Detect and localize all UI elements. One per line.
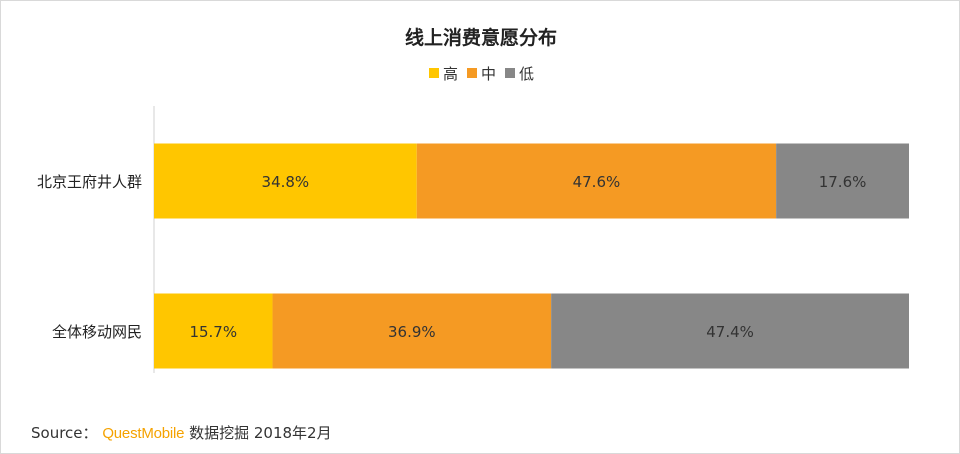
category-label-1: 全体移动网民	[52, 323, 142, 341]
bar-value-label-1-0: 15.7%	[189, 323, 237, 341]
legend-swatch-1	[467, 68, 477, 78]
legend-label-0: 高	[443, 65, 458, 83]
bar-value-label-1-2: 47.4%	[706, 323, 754, 341]
source-suffix: 数据挖掘 2018年2月	[189, 424, 332, 442]
legend-swatch-2	[505, 68, 515, 78]
bar-segment-1-0	[154, 293, 273, 369]
bars: 34.8% 47.6% 17.6% 15.7% 36.9% 47.4%	[154, 143, 909, 369]
category-label-0: 北京王府井人群	[37, 173, 142, 191]
bar-value-label-0-0: 34.8%	[262, 173, 310, 191]
legend-label-2: 低	[519, 65, 534, 83]
legend-label-1: 中	[481, 65, 496, 83]
source-note: Source： QuestMobile 数据挖掘 2018年2月	[31, 422, 332, 443]
bar-segment-0-0	[154, 143, 417, 219]
chart-title: 线上消费意愿分布	[405, 26, 557, 49]
bar-value-label-0-2: 17.6%	[819, 173, 867, 191]
bar-value-label-0-1: 47.6%	[573, 173, 621, 191]
source-brand: QuestMobile	[102, 425, 185, 442]
legend: 高中低	[429, 65, 534, 83]
source-prefix: Source：	[31, 424, 98, 442]
legend-swatch-0	[429, 68, 439, 78]
bar-segment-1-2	[551, 293, 909, 369]
bar-segment-1-1	[272, 293, 552, 369]
bar-segment-0-2	[776, 143, 909, 219]
bar-value-label-1-1: 36.9%	[388, 323, 436, 341]
bar-segment-0-1	[416, 143, 777, 219]
